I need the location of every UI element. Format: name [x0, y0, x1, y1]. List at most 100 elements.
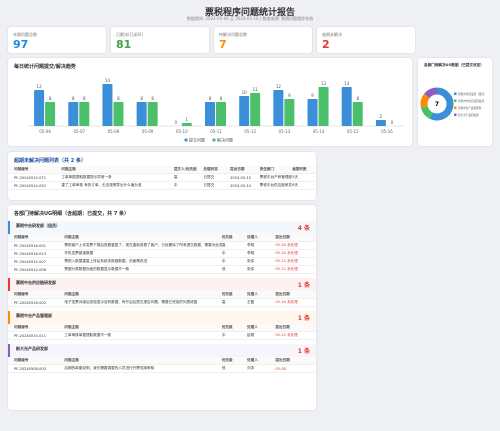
donut-segment — [420, 105, 434, 119]
bar — [250, 93, 261, 126]
x-tick-label: 05-06 — [39, 129, 51, 134]
bar-value-label: 11 — [253, 87, 259, 92]
stat-value: 2 — [322, 38, 330, 51]
bar-value-label: 13 — [321, 81, 327, 86]
column-header: 优先级 — [221, 292, 233, 296]
group-header: 票税中台研发部（组员） 4 条 — [8, 221, 316, 234]
bar-value-label: 8 — [151, 96, 154, 101]
cell: 高 — [221, 300, 226, 304]
section-title: 各部门待解决UG明细（含超期：已提交，共 7 条） — [14, 211, 130, 217]
bar — [307, 99, 318, 126]
column-header: 优先级 — [221, 358, 233, 362]
table-row: PF-20240512-006 票据分类数据页面的数据显示数据不一致 低 张伟 05-1… — [8, 266, 316, 274]
cell: 票税中台产研管理部 — [259, 175, 293, 179]
column-header: 问题主题 — [64, 292, 79, 296]
cell: 李明 — [247, 251, 255, 255]
table-row: PF-20240515-011 工单审核单据提取数据不一致 中 赵刚 05-15 未处理 — [8, 332, 316, 340]
stat-label: 逾期未解决 — [322, 32, 342, 37]
cell: 低 — [221, 366, 226, 370]
bar — [181, 123, 192, 126]
x-tick-label: 05-16 — [381, 129, 393, 134]
report-subtitle: 数据期间: 2024-05-06 至 2024-05-16 | 数据来源: 票税… — [186, 16, 314, 21]
cell: PF-20240514-052 — [14, 183, 46, 188]
dept-card: 各部门待解决UG明细（含超期：已提交，共 7 条） 票税中台研发部（组员） 4 条问… — [8, 205, 316, 410]
stat-label: 待解决问题总数 — [219, 32, 247, 37]
bar — [284, 99, 295, 126]
cell: 王磊 — [247, 300, 255, 304]
x-tick-label: 05-14 — [313, 129, 325, 134]
cell: 刘洋 — [247, 366, 255, 370]
stat-label: 已解决(已闭环) — [116, 32, 144, 37]
bar — [45, 102, 56, 126]
bar — [102, 84, 113, 126]
table-row: PF-20240508-003 后期的单据说明，我们需要调整的人员进行开票领用审核… — [8, 365, 316, 373]
cell: 05-16 未处理 — [275, 251, 298, 255]
bar-value-label: 9 — [311, 93, 314, 98]
cell: PF-20240516-002 — [14, 300, 46, 305]
bar — [205, 102, 215, 126]
column-header: 责任部门 — [259, 167, 275, 171]
cell: PF-20240516-013 — [14, 251, 46, 256]
bar-chart: 05-06 12 8 05-07 8 8 05-08 14 8 05-09 8 8 05-10 0 1 05-… — [28, 78, 404, 143]
bar — [216, 102, 226, 126]
bar-value-label: 8 — [209, 96, 212, 101]
cell: 工单审核单据提取数据不一致 — [64, 333, 112, 337]
legend-swatch — [212, 138, 216, 142]
bar — [375, 120, 386, 126]
cell: 中 — [173, 183, 178, 187]
legend-swatch — [454, 99, 457, 102]
donut-segment — [420, 93, 430, 108]
group-header: 新大光产品研发部 1 条 — [8, 344, 316, 357]
cell: 票税入数据重复上传后系统未报错数据，页面需改进 — [64, 259, 148, 263]
cell: 已提交 — [203, 175, 215, 179]
bar-value-label: 8 — [220, 96, 223, 101]
cell: 中 — [221, 259, 226, 263]
bar-value-label: 8 — [72, 96, 75, 101]
column-header: 问题编号 — [14, 292, 29, 296]
bar-value-label: 0 — [175, 120, 178, 125]
stat-label: 本期问题总数 — [13, 32, 37, 37]
table-row: PF-20240516-001 票税客户上传发票下载后查看重复了，现在重新查看了客… — [8, 242, 316, 250]
column-header: 处理人 — [247, 235, 258, 239]
column-header: 提交人/优先级 — [173, 167, 197, 171]
column-header: 问题主题 — [64, 325, 79, 329]
x-tick-label: 05-07 — [73, 129, 85, 134]
bar — [341, 87, 352, 126]
cell: 05-16 未处理 — [275, 243, 298, 247]
x-tick-label: 05-11 — [210, 129, 222, 134]
x-tick-label: 05-12 — [244, 129, 256, 134]
chart-title: 每日统计问题提交/解决趋势 — [14, 64, 76, 70]
bar-value-label: 9 — [288, 93, 291, 98]
group-header: 票税中台供应链研发部 1 条 — [8, 278, 316, 291]
column-header: 问题编号 — [14, 235, 29, 239]
group-header: 票税中台产品管理部 1 条 — [8, 311, 316, 324]
bar-value-label: 14 — [105, 78, 111, 83]
cell: 开机发票错误数据 — [64, 251, 94, 255]
donut-center-label: 7 — [435, 101, 439, 108]
bar — [79, 102, 90, 126]
stat-card: 逾期未解决 2 — [317, 27, 415, 53]
cell: 高 — [173, 175, 178, 179]
cell: 2024-05-15 — [230, 175, 251, 180]
chart-title: 各部门待解决UG数据（已提交状态） — [424, 63, 484, 67]
bar-value-label: 10 — [242, 90, 248, 95]
bar-value-label: 12 — [276, 84, 282, 89]
bar — [113, 102, 124, 126]
column-header: 提出日期 — [275, 325, 290, 329]
bar-value-label: 13 — [344, 81, 350, 86]
legend-swatch — [454, 106, 457, 109]
group-count: 1 条 — [297, 348, 310, 355]
legend-label: 票税中台供应链研发部 — [458, 99, 484, 103]
x-tick-label: 05-10 — [176, 129, 188, 134]
cell: 05-15 未处理 — [275, 333, 298, 337]
table-header: 问题编号 问题主题 优先级 处理人 提出日期 — [8, 291, 316, 299]
cell: 后期的单据说明，我们需要调整的人员进行开票领用审核 — [64, 366, 155, 370]
cell: 5天 — [292, 175, 299, 179]
cell: 赵刚 — [247, 333, 255, 337]
x-tick-label: 05-13 — [279, 129, 291, 134]
cell: 05-15 未处理 — [275, 259, 298, 263]
column-header: 优先级 — [221, 325, 233, 329]
cell: 6天 — [292, 183, 299, 187]
cell: PF-20240515-011 — [14, 333, 46, 338]
